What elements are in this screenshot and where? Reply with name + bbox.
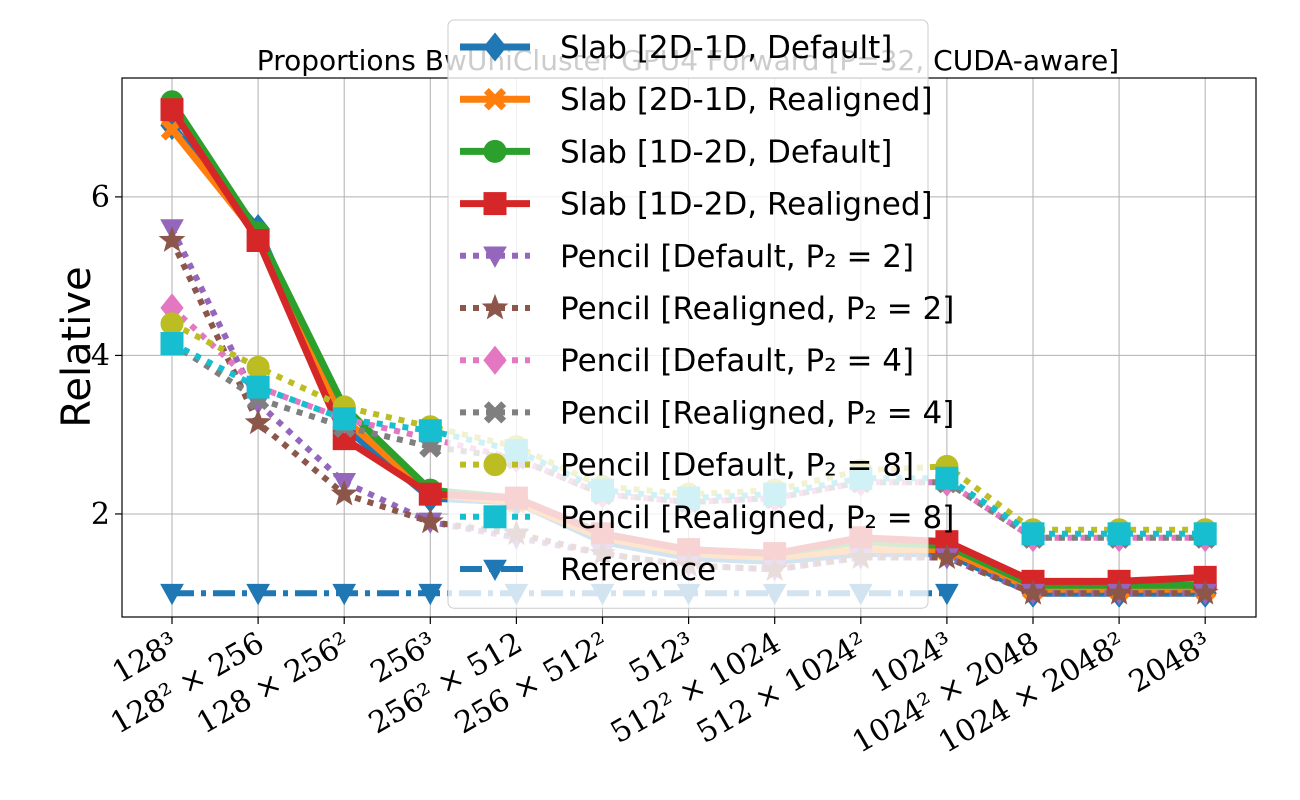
legend-item: Reference bbox=[460, 552, 716, 588]
legend-label: Pencil [Realigned, P₂ = 8] bbox=[560, 500, 954, 536]
data-point bbox=[1193, 522, 1217, 546]
legend-label: Slab [2D-1D, Realigned] bbox=[560, 82, 933, 118]
y-axis: 2 4 6 bbox=[91, 180, 122, 532]
data-point bbox=[244, 408, 272, 435]
y-axis-label: Relative bbox=[54, 266, 100, 427]
legend-label: Pencil [Realigned, P₂ = 4] bbox=[560, 395, 954, 431]
legend-label: Reference bbox=[560, 552, 716, 588]
data-point bbox=[933, 543, 961, 569]
legend-marker bbox=[483, 453, 507, 477]
data-point bbox=[160, 332, 184, 356]
x-tick-label: 2048³ bbox=[1123, 626, 1217, 700]
legend-label: Slab [1D-2D, Realigned] bbox=[560, 187, 933, 223]
legend-marker bbox=[481, 293, 509, 320]
data-point bbox=[1105, 579, 1133, 605]
legend-marker bbox=[483, 139, 507, 163]
data-point bbox=[418, 583, 443, 606]
data-point bbox=[332, 407, 356, 431]
data-point bbox=[246, 355, 270, 379]
legend-item: Slab [1D-2D, Realigned] bbox=[460, 187, 933, 223]
legend-item: Slab [1D-2D, Default] bbox=[460, 134, 892, 170]
data-point bbox=[330, 480, 358, 506]
data-point bbox=[1107, 522, 1131, 546]
data-point bbox=[160, 98, 184, 122]
legend-item: Pencil [Realigned, P₂ = 2] bbox=[460, 291, 954, 327]
data-point bbox=[246, 228, 270, 252]
legend-label: Slab [2D-1D, Default] bbox=[560, 30, 892, 66]
legend-item: Pencil [Default, P₂ = 2] bbox=[460, 239, 914, 275]
data-point bbox=[160, 312, 184, 336]
legend: Slab [2D-1D, Default] Slab [2D-1D, Realig… bbox=[447, 19, 954, 609]
data-point bbox=[160, 583, 184, 606]
data-point bbox=[1191, 579, 1219, 605]
legend-label: Pencil [Default, P₂ = 4] bbox=[560, 343, 914, 379]
legend-label: Pencil [Default, P₂ = 8] bbox=[560, 448, 914, 484]
legend-item: Pencil [Default, P₂ = 4] bbox=[460, 343, 914, 379]
y-tick-label: 6 bbox=[91, 180, 110, 215]
data-point bbox=[158, 226, 186, 252]
legend-label: Pencil [Realigned, P₂ = 2] bbox=[560, 291, 954, 327]
legend-label: Slab [1D-2D, Default] bbox=[560, 134, 892, 170]
legend-marker bbox=[483, 401, 507, 424]
data-point bbox=[1019, 579, 1047, 605]
legend-marker bbox=[483, 192, 507, 216]
legend-item: Pencil [Realigned, P₂ = 4] bbox=[460, 395, 954, 431]
legend-marker bbox=[483, 32, 507, 62]
legend-box bbox=[447, 19, 929, 609]
legend-marker bbox=[483, 88, 507, 111]
data-point bbox=[160, 118, 184, 141]
data-point bbox=[418, 419, 442, 443]
data-point bbox=[416, 507, 444, 534]
data-point bbox=[418, 482, 442, 506]
data-point bbox=[246, 583, 270, 606]
data-point bbox=[332, 583, 357, 606]
data-point bbox=[246, 375, 270, 399]
legend-item: Pencil [Realigned, P₂ = 8] bbox=[460, 500, 954, 536]
legend-marker bbox=[483, 559, 507, 582]
data-point bbox=[935, 466, 959, 490]
data-point bbox=[935, 583, 959, 606]
y-tick-label: 2 bbox=[91, 497, 110, 532]
legend-label: Pencil [Default, P₂ = 2] bbox=[560, 239, 914, 275]
y-tick-label: 4 bbox=[91, 338, 110, 373]
legend-marker bbox=[483, 246, 507, 268]
data-point bbox=[1021, 522, 1045, 546]
legend-marker bbox=[483, 345, 507, 375]
legend-item: Slab [2D-1D, Realigned] bbox=[460, 82, 933, 118]
legend-marker bbox=[483, 505, 507, 529]
legend-item: Slab [2D-1D, Default] bbox=[460, 30, 892, 66]
legend-item: Pencil [Default, P₂ = 8] bbox=[460, 448, 914, 484]
